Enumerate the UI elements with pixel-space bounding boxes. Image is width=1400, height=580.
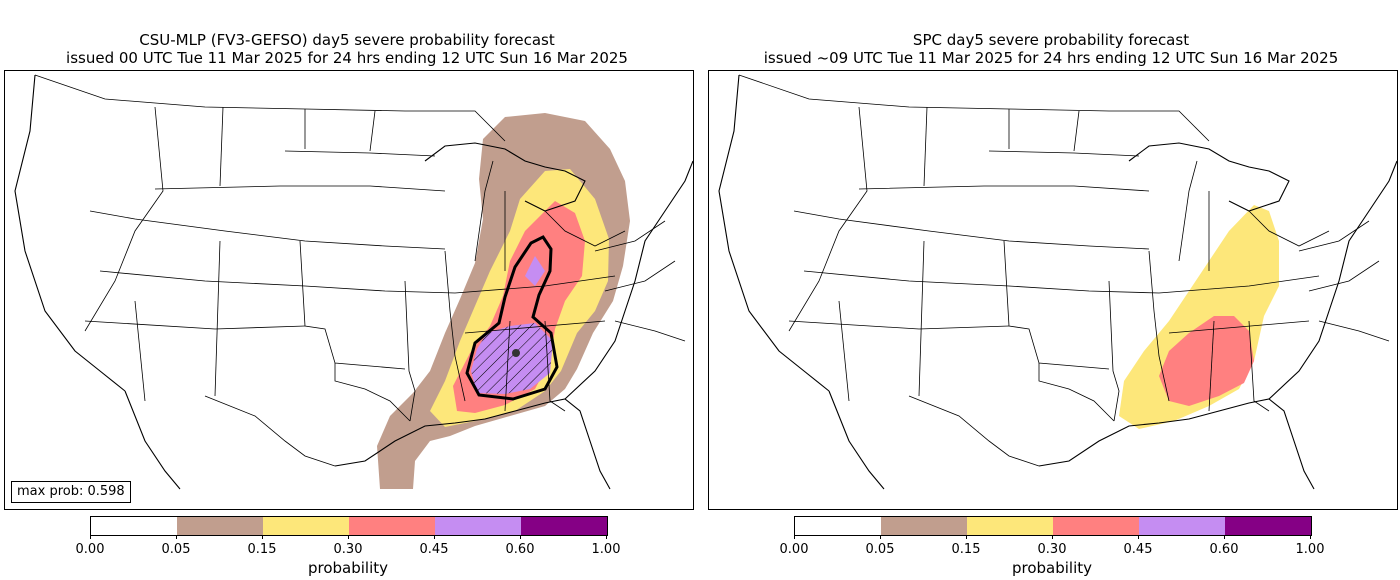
- cbar-tick: [1224, 535, 1225, 539]
- colorbar-bin-045-060: [1139, 517, 1225, 535]
- spc-map: [708, 70, 1398, 510]
- prob-area-045: [525, 256, 545, 286]
- cbar-tick: [880, 535, 881, 539]
- csu-mlp-title-line2: issued 00 UTC Tue 11 Mar 2025 for 24 hrs…: [66, 49, 628, 67]
- cbar-tick: [176, 535, 177, 539]
- colorbar-bin-005-015: [881, 517, 967, 535]
- cbar-tick-label: 0.45: [1123, 542, 1153, 557]
- cbar-tick-label: 0.00: [75, 542, 105, 557]
- cbar-tick-label: 0.60: [505, 542, 535, 557]
- cbar-tick: [348, 535, 349, 539]
- cbar-tick-label: 0.05: [161, 542, 191, 557]
- boundary-lines: [738, 74, 1390, 467]
- spc-title-line2: issued ~09 UTC Tue 11 Mar 2025 for 24 hr…: [763, 49, 1339, 67]
- cbar-tick-label: 0.30: [333, 542, 363, 557]
- hatched-significant-area: [471, 323, 553, 394]
- max-prob-marker: [512, 349, 520, 357]
- cbar-tick-label: 1.00: [591, 542, 621, 557]
- cbar-tick-label: 0.00: [779, 542, 809, 557]
- cbar-tick: [434, 535, 435, 539]
- spc-title: SPC day5 severe probability forecast iss…: [704, 31, 1398, 67]
- colorbar-bin-060-100: [1225, 517, 1311, 535]
- cbar-tick: [966, 535, 967, 539]
- spc-prob-area-030: [1159, 316, 1254, 406]
- colorbar-bin-015-030: [967, 517, 1053, 535]
- cbar-tick: [1138, 535, 1139, 539]
- colorbar-label: probability: [1011, 559, 1093, 577]
- cbar-tick-label: 0.15: [247, 542, 277, 557]
- colorbar-bin-015-030: [263, 517, 349, 535]
- cbar-tick-label: 0.60: [1209, 542, 1239, 557]
- cbar-tick: [1052, 535, 1053, 539]
- spc-panel: SPC day5 severe probability forecast iss…: [704, 0, 1400, 580]
- cbar-tick-label: 0.30: [1037, 542, 1067, 557]
- cbar-tick: [520, 535, 521, 539]
- colorbar-bin-030-045: [1053, 517, 1139, 535]
- boundary-lines: [34, 74, 686, 467]
- cbar-tick: [90, 535, 91, 539]
- colorbar-bin-030-045: [349, 517, 435, 535]
- cbar-tick: [606, 535, 607, 539]
- cbar-tick-label: 0.45: [419, 542, 449, 557]
- csu-mlp-title-line1: CSU-MLP (FV3-GEFSO) day5 severe probabil…: [139, 31, 555, 49]
- csu-mlp-panel: CSU-MLP (FV3-GEFSO) day5 severe probabil…: [0, 31, 694, 577]
- colorbar-bin-000-005: [795, 517, 881, 535]
- significant-contour: [465, 235, 559, 401]
- spc-colorbar: [794, 516, 1312, 536]
- cbar-tick: [1310, 535, 1311, 539]
- cbar-tick-label: 0.05: [865, 542, 895, 557]
- csu-mlp-colorbar: [90, 516, 608, 536]
- coastline: [14, 74, 693, 490]
- cbar-tick-label: 0.15: [951, 542, 981, 557]
- csu-mlp-map: max prob: 0.598: [4, 70, 694, 510]
- cbar-tick: [794, 535, 795, 539]
- csu-mlp-title: CSU-MLP (FV3-GEFSO) day5 severe probabil…: [0, 31, 694, 67]
- colorbar-bin-060-100: [521, 517, 607, 535]
- coastline: [718, 74, 1397, 490]
- spc-title-line1: SPC day5 severe probability forecast: [912, 31, 1190, 49]
- colorbar-bin-000-005: [91, 517, 177, 535]
- cbar-tick: [262, 535, 263, 539]
- colorbar-label: probability: [307, 559, 389, 577]
- colorbar-bin-005-015: [177, 517, 263, 535]
- colorbar-bin-045-060: [435, 517, 521, 535]
- cbar-tick-label: 1.00: [1295, 542, 1325, 557]
- max-prob-box: max prob: 0.598: [11, 481, 131, 503]
